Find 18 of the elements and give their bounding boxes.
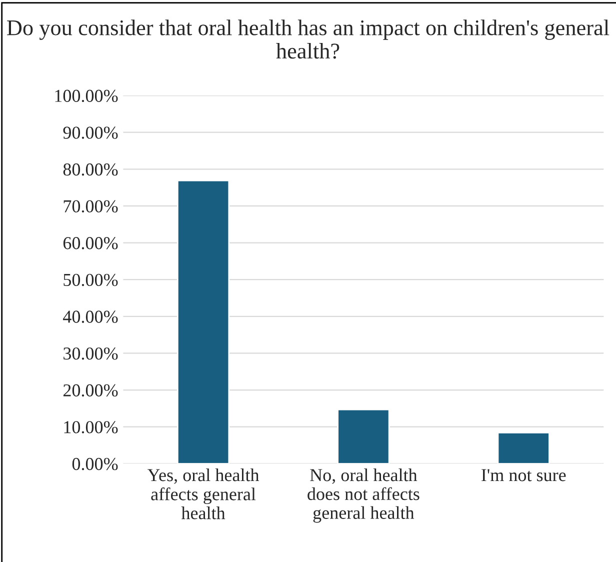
bar: [497, 432, 550, 464]
y-tick-label: 20.00%: [63, 384, 118, 397]
bar: [337, 408, 390, 464]
y-tick-label: 50.00%: [64, 274, 118, 286]
y-tick-label: 0.00%: [72, 458, 118, 470]
x-tick-label: No, oral health does not affects general health: [308, 468, 420, 523]
x-tick-label: I'm not sure: [482, 469, 566, 482]
y-tick-label: 80.00%: [63, 163, 118, 176]
chart-title: Do you consider that oral health has an impact on children's general health?: [7, 20, 610, 59]
y-tick-label: 100.00%: [55, 90, 118, 102]
y-tick-label: 60.00%: [63, 237, 118, 250]
y-tick-label: 10.00%: [64, 421, 118, 434]
y-tick-label: 40.00%: [63, 310, 118, 323]
y-tick-label: 70.00%: [64, 200, 118, 212]
bar: [176, 180, 230, 464]
x-tick-label: Yes, oral health affects general health: [147, 468, 260, 520]
y-tick-label: 90.00%: [63, 126, 118, 139]
y-tick-label: 30.00%: [64, 347, 118, 360]
